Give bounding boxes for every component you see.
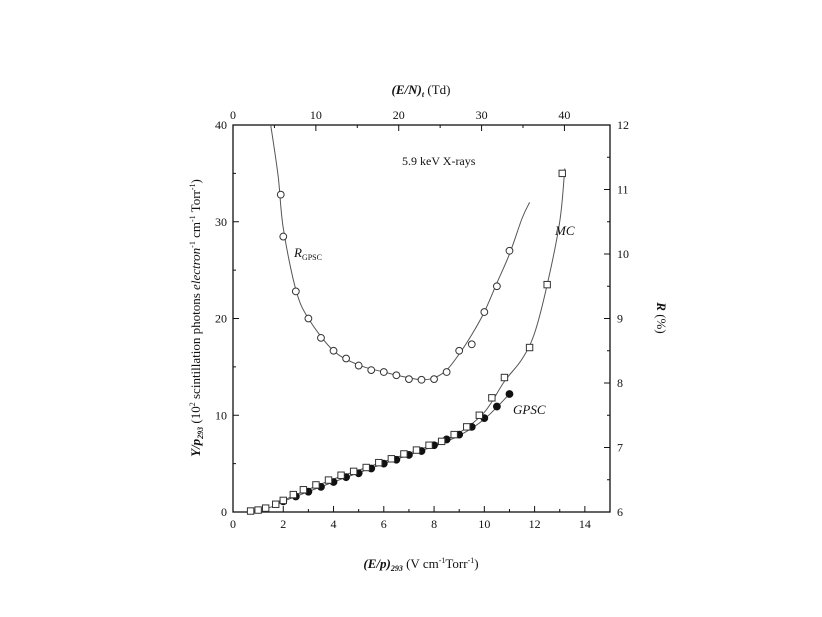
- r-point: [480, 308, 489, 316]
- gpsc-label: GPSC: [513, 402, 546, 417]
- y-left-tick-label: 30: [215, 215, 227, 229]
- mc-point: [558, 169, 566, 178]
- mc-point: [312, 481, 320, 489]
- y-right-tick-label: 6: [617, 505, 623, 519]
- y-right-tick-label: 9: [617, 312, 623, 326]
- mc-point: [387, 455, 396, 463]
- mc-point: [425, 441, 433, 449]
- x-top-tick-label: 0: [230, 108, 236, 122]
- r-point: [342, 354, 351, 363]
- x-bottom-tick-label: 14: [579, 517, 591, 531]
- x-bottom-tick-label: 8: [431, 517, 437, 531]
- mc-point: [450, 430, 458, 439]
- y-right-axis-label: R (%): [654, 301, 669, 333]
- x-top-tick-label: 20: [393, 108, 405, 122]
- y-left-axis-label: Y/p293 (102 scintillation photons electr…: [188, 179, 205, 457]
- x-bottom-tick-label: 0: [230, 517, 236, 531]
- r-point: [379, 368, 388, 376]
- mc-point: [254, 506, 262, 514]
- mc-point: [543, 280, 551, 289]
- mc-point: [337, 471, 345, 479]
- gpsc-point: [505, 390, 514, 398]
- x-bottom-tick-label: 12: [529, 517, 541, 531]
- mc-point: [299, 486, 308, 494]
- y-left-tick-label: 0: [221, 505, 227, 519]
- r-point: [430, 375, 438, 384]
- x-bottom-tick-label: 6: [381, 517, 387, 531]
- r-point: [367, 366, 376, 375]
- y-left-tick-label: 20: [215, 312, 227, 326]
- x-top-tick-label: 40: [558, 108, 570, 122]
- x-top-tick-label: 30: [476, 108, 488, 122]
- mc-point: [289, 490, 298, 499]
- x-top-axis-label: (E/N)t (Td): [392, 82, 451, 99]
- y-right-tick-label: 10: [617, 247, 629, 261]
- r-gpsc-label: RGPSC: [293, 245, 322, 262]
- y-right-tick-label: 8: [617, 376, 623, 390]
- mc-point: [349, 467, 358, 476]
- r-point: [505, 246, 514, 255]
- y-right-tick-label: 11: [617, 183, 629, 197]
- r-point: [317, 333, 325, 342]
- x-top-tick-label: 10: [310, 108, 322, 122]
- data-markers: [246, 169, 566, 515]
- r-point: [291, 287, 300, 296]
- x-bottom-tick-label: 4: [331, 517, 337, 531]
- r-point: [467, 340, 476, 349]
- mc-label: MC: [554, 223, 575, 238]
- mc-point: [525, 343, 534, 352]
- y-right-tick-label: 12: [617, 118, 629, 132]
- mc-point: [400, 450, 408, 458]
- x-bottom-tick-label: 2: [280, 517, 286, 531]
- mc-point: [261, 504, 270, 512]
- mc-point: [362, 463, 370, 472]
- mc-point: [279, 496, 287, 505]
- y-left-tick-label: 40: [215, 118, 227, 132]
- r-point: [304, 314, 313, 323]
- r-point: [442, 368, 451, 376]
- x-bottom-tick-label: 10: [478, 517, 490, 531]
- gpsc-point: [493, 402, 501, 411]
- mc-point: [272, 500, 280, 508]
- r-point: [329, 346, 338, 355]
- x-bottom-axis-label: (E/p)293 (V cm-1Torr-1): [363, 556, 478, 573]
- r-point: [354, 361, 363, 370]
- r-point: [455, 346, 464, 355]
- mc-point: [500, 373, 509, 382]
- r-point: [392, 371, 401, 380]
- r-point: [405, 375, 413, 384]
- y-left-tick-label: 10: [215, 408, 227, 422]
- mc-point: [246, 507, 255, 515]
- mc-point: [475, 411, 484, 419]
- r-point: [417, 375, 426, 384]
- mc-point: [324, 476, 333, 484]
- annotation-label: 5.9 keV X-rays: [402, 154, 476, 168]
- mc-fit-curve: [250, 168, 566, 512]
- r-point: [279, 232, 288, 241]
- r-point: [493, 282, 501, 291]
- r-point: [276, 190, 285, 199]
- mc-point: [412, 446, 421, 454]
- mc-point: [463, 423, 471, 431]
- y-right-tick-label: 7: [617, 441, 623, 455]
- mc-point: [375, 458, 383, 467]
- mc-point: [437, 437, 446, 446]
- mc-point: [488, 394, 496, 402]
